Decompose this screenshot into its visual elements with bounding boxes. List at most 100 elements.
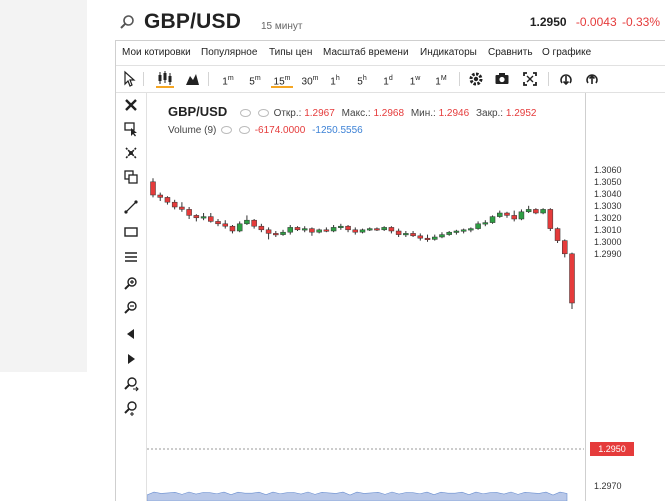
candle: [554, 227, 561, 243]
close-label: Закр.:: [475, 108, 504, 119]
price-axis[interactable]: 1.3060 1.3050 1.3040 1.3030 1.3020 1.3010 1.30…: [585, 93, 665, 501]
price-tick-label: 1.3060: [594, 165, 622, 175]
volume-value-2: -1250.5556: [312, 125, 363, 136]
menu-popular[interactable]: Популярное: [201, 47, 258, 58]
close-value: 1.2952: [505, 108, 537, 119]
fibonacci-tool-icon[interactable]: [123, 249, 139, 265]
candle: [431, 234, 438, 241]
timeframe-5m[interactable]: 5m: [249, 75, 261, 88]
scroll-left-icon[interactable]: [123, 326, 139, 342]
legend-symbol: GBP/USD: [168, 104, 228, 119]
price-tick-label: 1.3020: [594, 213, 622, 223]
menu-my-quotes[interactable]: Мои котировки: [122, 47, 191, 58]
scroll-right-icon[interactable]: [123, 351, 139, 367]
area-type-icon[interactable]: [184, 70, 200, 88]
price-tick-label: 1.3010: [594, 225, 622, 235]
open-value: 1.2967: [304, 108, 335, 119]
zoom-in-icon[interactable]: [123, 276, 139, 292]
eye-icon[interactable]: [221, 126, 233, 135]
candle: [222, 220, 228, 229]
cursor-icon[interactable]: [122, 70, 136, 88]
candle: [525, 205, 532, 213]
candlestick-plot[interactable]: [147, 93, 584, 501]
candle: [424, 234, 431, 242]
last-price: 1.2950: [529, 15, 567, 29]
volume-label: Volume (9): [168, 125, 217, 136]
timeframe-1d[interactable]: 1d: [383, 75, 393, 88]
price-tick-label: 1.2990: [594, 249, 622, 259]
candle: [345, 225, 351, 233]
menu-price-types[interactable]: Типы цен: [269, 47, 313, 58]
price-tick-label: 1.2970: [594, 481, 622, 491]
candle: [374, 227, 380, 231]
candle: [316, 228, 322, 234]
volume-histogram: [147, 491, 568, 501]
instrument-symbol: GBP/USD: [144, 10, 242, 33]
reset-zoom-icon[interactable]: [123, 400, 139, 416]
candle: [403, 231, 409, 237]
open-label: Откр.:: [273, 108, 302, 119]
candle: [236, 221, 243, 233]
menu-compare[interactable]: Сравнить: [488, 47, 533, 58]
timeframe-1w[interactable]: 1w: [409, 75, 421, 88]
candle: [164, 196, 171, 205]
timeframe-1h[interactable]: 1h: [330, 75, 340, 88]
candle: [482, 220, 489, 227]
quote-header: GBP/USD 15 минут 1.2950 -0.0043 -0.33%: [115, 8, 660, 38]
camera-icon[interactable]: [494, 70, 510, 88]
candle: [179, 202, 185, 212]
upload-icon[interactable]: [584, 70, 600, 88]
timeframe-15m[interactable]: 15m: [271, 70, 293, 88]
candle: [504, 211, 510, 218]
crosshair-tool-icon[interactable]: [123, 145, 139, 161]
timeframe-30m[interactable]: 30m: [301, 75, 319, 88]
close-icon[interactable]: [123, 97, 139, 113]
candle: [533, 208, 539, 215]
candle: [359, 228, 366, 234]
price-change: -0.0043: [575, 15, 617, 29]
rectangle-tool-icon[interactable]: [123, 224, 139, 240]
candle: [439, 232, 445, 239]
zoom-range-icon[interactable]: [123, 376, 139, 392]
chart-toolbar: 1m 5m 15m 30m 1h 5h 1d 1w 1M: [116, 66, 665, 93]
candle: [200, 213, 207, 221]
candle: [193, 214, 200, 222]
trend-line-tool-icon[interactable]: [123, 199, 139, 215]
candle: [338, 223, 344, 230]
toolbar-separator: [208, 72, 209, 86]
select-cursor-icon[interactable]: [123, 121, 139, 137]
candle: [280, 229, 286, 236]
candle: [215, 219, 221, 227]
candle: [569, 252, 575, 309]
candle: [468, 227, 474, 233]
search-icon[interactable]: [119, 14, 135, 30]
candle: [330, 225, 337, 233]
toolbar-separator: [143, 72, 144, 86]
menu-indicators[interactable]: Индикаторы: [420, 47, 477, 58]
candle: [244, 215, 250, 225]
timeframe-5h[interactable]: 5h: [357, 75, 367, 88]
copy-icon[interactable]: [123, 169, 139, 185]
interval-label: 15 минут: [261, 21, 303, 32]
candle: [460, 228, 467, 234]
candle: [301, 226, 308, 233]
download-icon[interactable]: [558, 70, 574, 88]
toolbar-separator: [548, 72, 549, 86]
settings-icon[interactable]: [238, 126, 250, 135]
zoom-out-icon[interactable]: [123, 300, 139, 316]
settings-icon[interactable]: [257, 109, 269, 118]
fullscreen-icon[interactable]: [522, 70, 538, 88]
gear-icon[interactable]: [468, 70, 484, 88]
quote-values: 1.2950 -0.0043 -0.33%: [530, 15, 660, 29]
drawing-tools-bar: [116, 93, 147, 501]
candle: [287, 225, 294, 235]
menu-time-scale[interactable]: Масштаб времени: [323, 47, 409, 58]
candle: [323, 227, 330, 233]
menu-about-chart[interactable]: О графике: [542, 47, 592, 58]
candle: [395, 228, 402, 237]
eye-icon[interactable]: [240, 109, 252, 118]
candlestick-type-icon[interactable]: [156, 70, 174, 88]
candle: [251, 219, 257, 229]
timeframe-1M[interactable]: 1M: [435, 75, 447, 88]
timeframe-1m[interactable]: 1m: [222, 75, 234, 88]
